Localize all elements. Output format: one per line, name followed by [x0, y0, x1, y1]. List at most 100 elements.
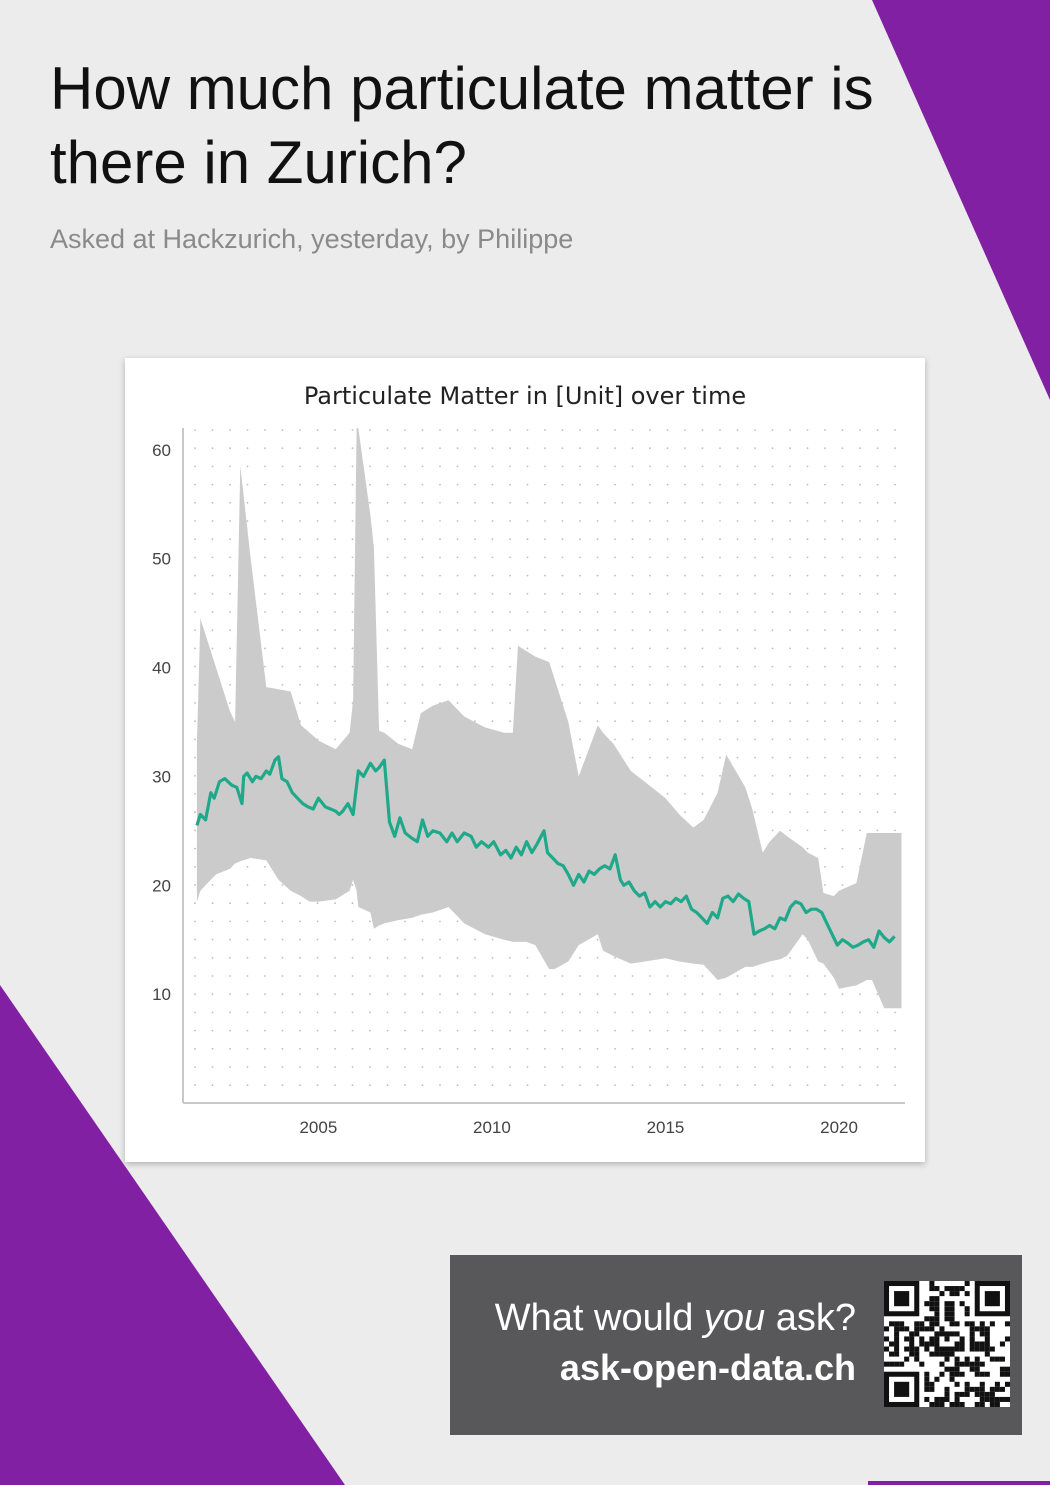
grid-dot — [509, 483, 511, 486]
qr-module — [989, 1356, 995, 1362]
grid-dot — [386, 1047, 389, 1050]
grid-dot — [404, 520, 406, 522]
grid-dot — [649, 429, 651, 431]
grid-dot — [614, 993, 616, 996]
grid-dot — [369, 501, 371, 504]
grid-dot — [876, 702, 879, 704]
qr-module — [959, 1286, 965, 1292]
grid-dot — [194, 538, 196, 541]
qr-module — [999, 1396, 1005, 1402]
grid-dot — [719, 611, 721, 613]
grid-dot — [439, 1047, 441, 1050]
qr-module — [964, 1356, 970, 1362]
grid-dot — [299, 556, 301, 559]
grid-dot — [754, 702, 756, 704]
grid-dot — [281, 1084, 284, 1087]
grid-dot — [211, 520, 214, 522]
grid-dot — [649, 738, 651, 741]
grid-dot — [194, 975, 196, 977]
grid-dot — [894, 611, 896, 613]
grid-dot — [876, 1029, 879, 1032]
grid-dot — [351, 501, 354, 504]
grid-dot — [509, 465, 511, 468]
grid-dot — [544, 483, 546, 486]
qr-module — [889, 1361, 895, 1367]
grid-dot — [229, 483, 231, 486]
grid-dot — [544, 447, 546, 450]
grid-dot — [351, 520, 354, 522]
grid-dot — [894, 1011, 896, 1014]
grid-dot — [334, 956, 336, 959]
grid-dot — [211, 956, 214, 959]
grid-dot — [229, 447, 231, 450]
cta-question-prefix: What would — [494, 1297, 704, 1339]
grid-dot — [824, 538, 826, 541]
grid-dot — [596, 1047, 599, 1050]
grid-dot — [211, 538, 214, 541]
grid-dot — [736, 1011, 739, 1014]
qr-module — [924, 1376, 930, 1382]
grid-dot — [631, 1047, 634, 1050]
grid-dot — [684, 774, 686, 777]
grid-dot — [491, 447, 494, 450]
grid-dot — [596, 429, 599, 431]
qr-module — [984, 1341, 990, 1347]
grid-dot — [404, 1029, 406, 1032]
grid-dot — [509, 647, 511, 650]
grid-dot — [754, 483, 756, 486]
grid-dot — [789, 501, 791, 504]
grid-dot — [439, 956, 441, 959]
grid-dot — [789, 647, 791, 650]
grid-dot — [509, 1029, 511, 1032]
grid-dot — [246, 1029, 249, 1032]
grid-dot — [264, 520, 266, 522]
grid-dot — [736, 538, 739, 541]
grid-dot — [701, 483, 704, 486]
grid-dot — [806, 665, 809, 668]
grid-dot — [299, 574, 301, 577]
grid-dot — [246, 520, 249, 522]
grid-dot — [771, 1047, 774, 1050]
grid-dot — [281, 647, 284, 650]
grid-dot — [614, 956, 616, 959]
qr-module — [979, 1386, 985, 1392]
grid-dot — [316, 902, 319, 905]
grid-dot — [754, 447, 756, 450]
grid-dot — [351, 647, 354, 650]
grid-dot — [894, 1047, 896, 1050]
series-line — [195, 755, 896, 949]
grid-dot — [386, 447, 389, 450]
grid-dot — [894, 447, 896, 450]
grid-dot — [771, 738, 774, 741]
grid-dot — [404, 429, 406, 431]
qr-module — [984, 1331, 990, 1337]
grid-dot — [544, 1084, 546, 1087]
grid-dot — [771, 793, 774, 795]
grid-dot — [701, 447, 704, 450]
qr-module — [929, 1286, 935, 1292]
grid-dot — [789, 465, 791, 468]
qr-module — [949, 1366, 955, 1372]
grid-dot — [526, 538, 529, 541]
grid-dot — [439, 975, 441, 977]
grid-dot — [771, 556, 774, 559]
grid-dot — [281, 574, 284, 577]
grid-dot — [701, 811, 704, 814]
grid-dot — [509, 702, 511, 704]
grid-dot — [876, 611, 879, 613]
grid-dot — [561, 975, 564, 977]
qr-module — [899, 1321, 905, 1327]
cta-site-link[interactable]: ask-open-data.ch — [559, 1347, 856, 1388]
grid-dot — [334, 1029, 336, 1032]
qr-code-icon[interactable] — [884, 1281, 1010, 1407]
grid-dot — [421, 683, 424, 686]
grid-dot — [841, 501, 844, 504]
grid-dot — [299, 702, 301, 704]
grid-dot — [596, 538, 599, 541]
grid-dot — [736, 1066, 739, 1068]
grid-dot — [841, 1029, 844, 1032]
grid-dot — [666, 611, 669, 613]
qr-module — [949, 1311, 955, 1317]
qr-module — [949, 1286, 955, 1292]
grid-dot — [841, 884, 844, 886]
